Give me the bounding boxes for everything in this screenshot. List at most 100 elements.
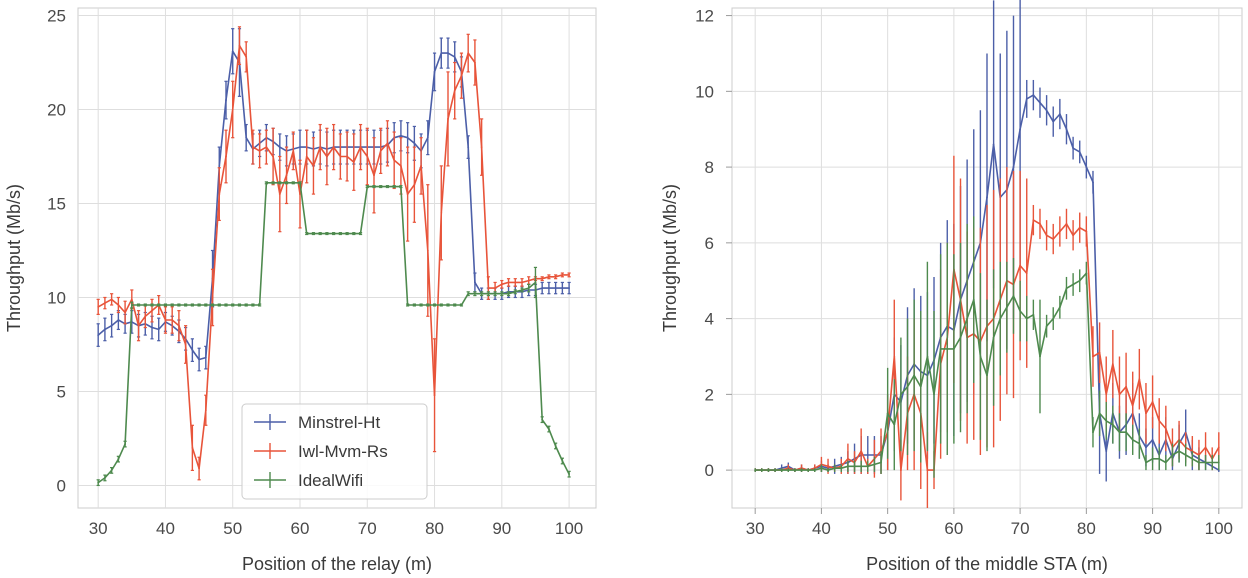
data-point xyxy=(211,296,214,299)
data-point xyxy=(507,292,510,295)
data-point xyxy=(305,155,308,158)
data-point xyxy=(1191,457,1194,460)
legend-label: Minstrel-Ht xyxy=(298,413,380,432)
data-point xyxy=(265,181,268,184)
data-point xyxy=(198,467,200,470)
data-point xyxy=(913,374,916,377)
y-axis-label: Throughput (Mb/s) xyxy=(660,184,680,332)
data-point xyxy=(1204,446,1207,449)
data-point xyxy=(1032,94,1035,97)
data-point xyxy=(1164,461,1167,464)
data-point xyxy=(1052,120,1055,123)
data-point xyxy=(272,181,274,184)
data-point xyxy=(278,146,281,148)
data-point xyxy=(157,328,160,331)
data-point xyxy=(1072,234,1075,237)
data-point xyxy=(339,155,342,158)
data-point xyxy=(184,304,187,306)
data-point xyxy=(1045,234,1048,237)
data-point xyxy=(393,159,396,162)
data-point xyxy=(860,465,863,468)
data-point xyxy=(151,326,153,329)
data-point xyxy=(1092,181,1094,184)
data-point xyxy=(1198,461,1200,464)
data-point xyxy=(1039,101,1041,104)
x-tick-label: 50 xyxy=(878,519,897,538)
data-point xyxy=(1092,431,1094,434)
x-tick-label: 60 xyxy=(291,519,310,538)
data-point xyxy=(1178,450,1180,453)
data-point xyxy=(820,467,823,470)
data-point xyxy=(1058,306,1061,309)
data-point xyxy=(413,304,416,306)
data-point xyxy=(373,174,375,177)
x-tick-label: 30 xyxy=(89,519,108,538)
data-point xyxy=(1045,325,1048,328)
data-point xyxy=(999,317,1002,320)
data-point xyxy=(568,473,570,476)
data-point xyxy=(379,185,382,188)
data-point xyxy=(130,298,133,301)
x-tick-label: 40 xyxy=(156,519,175,538)
data-point xyxy=(1085,166,1088,168)
data-point xyxy=(144,304,147,306)
data-point xyxy=(299,193,301,195)
series-1 xyxy=(96,26,571,481)
data-point xyxy=(117,319,120,321)
data-point xyxy=(541,287,544,289)
y-tick-label: 12 xyxy=(695,7,714,26)
data-point xyxy=(893,355,896,358)
data-point xyxy=(992,143,995,146)
data-point xyxy=(231,304,234,306)
data-point xyxy=(1125,431,1127,434)
right-chart-panel: 30 40 50 60 70 80 90 100 0 2 4 6 8 10 12 Position of th… xyxy=(660,0,1243,574)
data-point xyxy=(893,423,896,426)
data-point xyxy=(312,232,315,235)
data-point xyxy=(1065,223,1068,225)
data-point xyxy=(231,108,234,111)
data-point xyxy=(507,281,510,284)
data-point xyxy=(204,356,207,359)
data-point xyxy=(245,304,248,306)
data-point xyxy=(1039,223,1041,225)
data-point xyxy=(245,55,248,58)
data-point xyxy=(393,185,396,188)
data-point xyxy=(426,249,429,252)
data-point xyxy=(873,463,876,466)
data-point xyxy=(1032,313,1035,316)
y-tick-label: 20 xyxy=(47,101,66,120)
data-point xyxy=(1145,412,1147,415)
data-point xyxy=(332,146,335,148)
data-point xyxy=(312,164,315,167)
data-point xyxy=(379,149,382,152)
data-point xyxy=(979,355,982,358)
data-point xyxy=(966,317,969,320)
data-point xyxy=(1138,378,1141,381)
data-point xyxy=(899,469,902,472)
data-point xyxy=(1164,427,1167,430)
data-point xyxy=(1217,461,1220,464)
data-point xyxy=(178,324,180,327)
data-point xyxy=(1065,287,1068,290)
data-point xyxy=(225,99,227,102)
data-point xyxy=(1058,113,1061,115)
data-point xyxy=(1092,355,1094,358)
data-point xyxy=(137,324,140,327)
data-point xyxy=(252,304,254,306)
x-tick-label: 90 xyxy=(1143,519,1162,538)
data-point xyxy=(1039,355,1041,358)
data-point xyxy=(1065,128,1068,131)
y-tick-label: 8 xyxy=(705,158,714,177)
data-point xyxy=(191,349,194,352)
left-chart-panel: 30 40 50 60 70 80 90 100 0 5 10 15 20 25 Position of t… xyxy=(4,7,597,574)
data-point xyxy=(847,457,849,460)
x-tick-label: 70 xyxy=(1011,519,1030,538)
data-point xyxy=(568,274,570,276)
x-tick-label: 100 xyxy=(1205,519,1233,538)
data-point xyxy=(1019,128,1022,131)
data-point xyxy=(117,458,120,461)
data-point xyxy=(939,348,942,350)
data-point xyxy=(413,142,416,145)
data-point xyxy=(1217,446,1220,449)
data-point xyxy=(265,146,268,148)
